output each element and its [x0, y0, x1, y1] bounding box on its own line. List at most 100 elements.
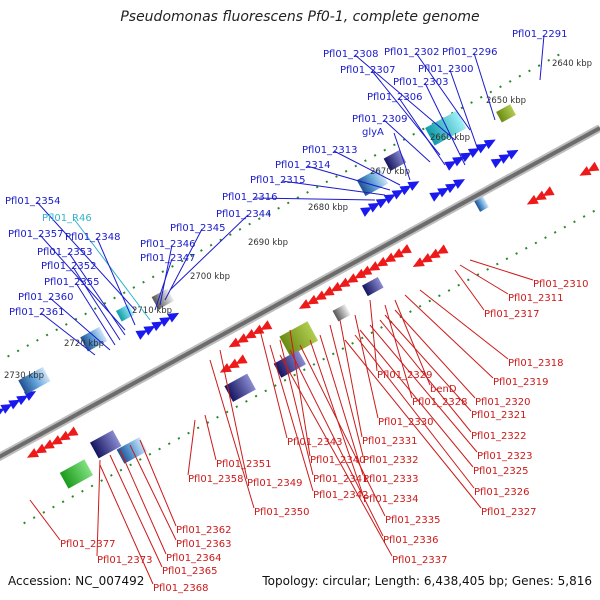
leader-line [49, 297, 111, 351]
gene-label: Pfl01_2365 [162, 566, 218, 577]
gene-label: Pfl01_R46 [42, 213, 92, 224]
gene-label: benD [430, 384, 457, 395]
gene-label: Pfl01_2355 [44, 277, 100, 288]
leader-line [379, 319, 472, 433]
leader-line [40, 312, 96, 356]
gene-label: Pfl01_2349 [247, 478, 303, 489]
reverse-gene-arrow [420, 252, 433, 263]
gene-label: Pfl01_2300 [418, 64, 474, 75]
gene-label: Pfl01_2358 [188, 474, 244, 485]
forward-gene-arrow [399, 185, 412, 196]
gene-label: Pfl01_2340 [310, 455, 366, 466]
gene-label: Pfl01_2350 [254, 507, 310, 518]
gene-label: glyA [362, 127, 384, 138]
leader-line [369, 324, 478, 453]
forward-gene-arrow [445, 183, 458, 194]
scale-label: 2730 kbp [4, 371, 44, 381]
leader-line [154, 258, 173, 311]
gene-label: Pfl01_2348 [65, 232, 121, 243]
gene-label: Pfl01_2328 [412, 397, 468, 408]
forward-gene-arrow [475, 143, 488, 154]
scale-label: 2680 kbp [308, 203, 348, 213]
gene-label: Pfl01_2315 [250, 175, 306, 186]
leader-line [384, 314, 472, 412]
scale-label: 2670 kbp [370, 167, 410, 177]
gene-label: Pfl01_2309 [352, 114, 408, 125]
reverse-gene-arrow [42, 439, 55, 450]
gene-label: Pfl01_2373 [97, 555, 153, 566]
feature-block [115, 304, 135, 322]
forward-gene-arrow [151, 321, 164, 332]
gene-label: Pfl01_2363 [176, 539, 232, 550]
gene-label: Pfl01_2296 [442, 47, 498, 58]
gene-label: Pfl01_2311 [508, 293, 564, 304]
reverse-gene-arrow [235, 354, 248, 365]
leader-line [36, 201, 136, 311]
gene-label: Pfl01_2317 [484, 309, 540, 320]
gene-label: Pfl01_2329 [377, 370, 433, 381]
leader-line [383, 119, 431, 163]
leader-line [339, 319, 363, 438]
gene-label: Pfl01_2335 [385, 515, 441, 526]
reverse-gene-arrow [260, 320, 273, 330]
reverse-gene-arrow [227, 358, 240, 369]
leader-line [354, 334, 475, 489]
leader-line [394, 299, 431, 386]
reverse-gene-arrow [26, 448, 40, 458]
leader-line [169, 214, 249, 291]
leader-line [329, 324, 364, 457]
forward-gene-arrow [367, 202, 380, 213]
gene-label: Pfl01_2330 [378, 417, 434, 428]
reverse-gene-arrow [219, 362, 232, 373]
leader-line [419, 289, 509, 360]
gene-label: Pfl01_2362 [176, 525, 232, 536]
gene-label: Pfl01_2346 [140, 239, 196, 250]
reverse-gene-arrow [314, 290, 327, 301]
reverse-gene-arrow [58, 430, 71, 441]
leader-line [281, 180, 386, 196]
leader-line [415, 52, 471, 131]
leader-line [333, 150, 401, 186]
scale-label: 2660 kbp [430, 133, 470, 143]
forward-gene-arrow [483, 139, 496, 150]
gene-label: Pfl01_2326 [474, 487, 530, 498]
gene-label: Pfl01_2318 [508, 358, 564, 369]
leader-line [253, 197, 376, 201]
backbone [0, 126, 600, 459]
leader-line [299, 344, 386, 517]
reverse-gene-arrow [252, 324, 265, 335]
reverse-gene-arrow [50, 435, 63, 445]
reverse-gene-arrow [534, 190, 547, 201]
leader-line [279, 354, 393, 557]
gene-label: Pfl01_2354 [5, 196, 61, 207]
reverse-gene-arrow [236, 333, 249, 343]
leader-line [75, 282, 116, 346]
leader-line [359, 329, 474, 468]
gene-label: Pfl01_2360 [18, 292, 74, 303]
reverse-gene-arrow [412, 257, 425, 267]
forward-gene-arrow [360, 207, 373, 217]
reverse-gene-arrow [306, 294, 319, 305]
feature-block [474, 196, 489, 212]
reverse-gene-arrow [66, 426, 79, 437]
leader-line [424, 82, 466, 166]
feature-block [496, 104, 516, 123]
gene-label: Pfl01_2336 [383, 535, 439, 546]
feature-block [332, 304, 351, 322]
feature-block [89, 430, 122, 459]
forward-gene-arrow [407, 181, 420, 191]
gene-label: Pfl01_2323 [477, 451, 533, 462]
scale-label: 2690 kbp [248, 238, 288, 248]
leader-line [129, 444, 177, 541]
leader-line [109, 454, 163, 568]
reverse-gene-arrow [330, 281, 343, 292]
forward-gene-arrow [383, 194, 396, 204]
scale-label: 2720 kbp [64, 339, 104, 349]
gene-label: Pfl01_2342 [313, 490, 369, 501]
gene-label: Pfl01_2322 [471, 431, 527, 442]
reverse-gene-arrow [298, 299, 311, 309]
scale-label: 2710 kbp [132, 306, 172, 316]
gene-label: Pfl01_2347 [140, 253, 196, 264]
gene-label: Pfl01_2357 [8, 229, 64, 240]
leader-line [394, 309, 476, 399]
